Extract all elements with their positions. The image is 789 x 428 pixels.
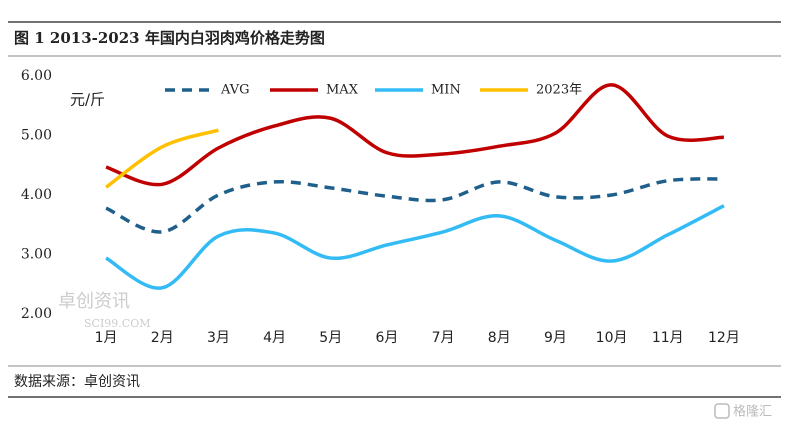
y-unit: 元/斤 — [70, 91, 105, 109]
y-tick-label: 2.00 — [21, 306, 52, 322]
watermark: 卓创资讯 — [58, 291, 130, 312]
x-tick-label: 3月 — [207, 330, 230, 346]
series-line — [105, 83, 724, 187]
x-tick-label: 1月 — [95, 330, 118, 346]
x-tick-label: 5月 — [319, 330, 342, 346]
x-tick-label: 6月 — [375, 330, 398, 346]
y-tick-label: 5.00 — [21, 128, 52, 144]
brand-icon — [714, 403, 730, 419]
x-tick-label: 9月 — [544, 330, 567, 346]
y-tick-label: 3.00 — [21, 247, 52, 263]
brand: 格隆汇 — [733, 404, 772, 420]
x-tick-label: 4月 — [263, 330, 286, 346]
x-tick-label: 2月 — [151, 330, 174, 346]
x-tick-label: 8月 — [488, 330, 511, 346]
legend-label: AVG — [220, 83, 250, 98]
series-line — [105, 177, 724, 234]
x-tick-label: 12月 — [708, 330, 740, 346]
x-tick-label: 7月 — [432, 330, 455, 346]
chart-title: 图 1 2013-2023 年国内白羽肉鸡价格走势图 — [14, 29, 325, 47]
legend-label: MIN — [431, 83, 461, 98]
x-tick-label: 10月 — [596, 330, 628, 346]
source: 数据来源：卓创资讯 — [14, 374, 140, 390]
watermark: SCI99.COM — [84, 317, 151, 330]
legend-label: MAX — [326, 83, 359, 98]
series-line — [105, 204, 725, 290]
legend-label: 2023年 — [536, 83, 582, 98]
y-tick-label: 6.00 — [21, 68, 52, 84]
x-tick-label: 11月 — [652, 330, 684, 346]
series-line — [105, 128, 219, 189]
y-tick-label: 4.00 — [21, 187, 52, 203]
